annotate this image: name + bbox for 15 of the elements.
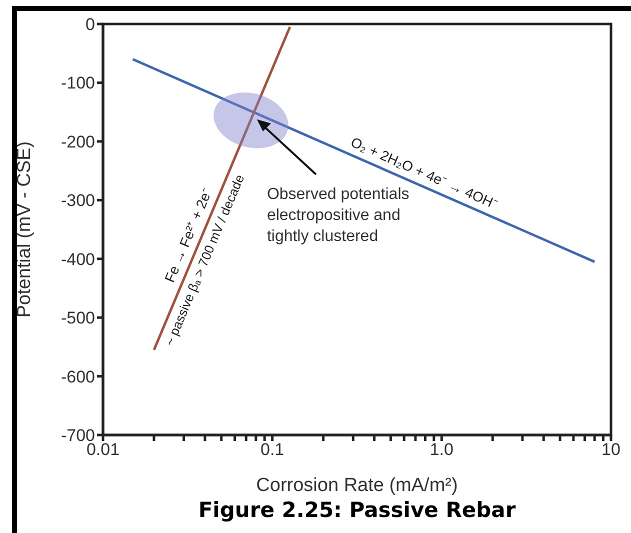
y-axis-title: Potential (mV - CSE) — [14, 141, 35, 318]
x-tick-label: 10 — [602, 440, 620, 460]
y-tick-label: -400 — [60, 250, 95, 269]
y-tick-label: -600 — [60, 367, 95, 386]
y-tick-label: -500 — [60, 308, 95, 328]
y-tick-label: -300 — [60, 191, 95, 210]
text: Figure 2.25: Passive Rebar — [198, 498, 516, 522]
x-tick-label: 1.0 — [430, 440, 454, 460]
x-tick-label: 0.01 — [86, 440, 120, 460]
annotation: Observed potentials electropositive and tightly clustered — [266, 185, 410, 248]
x-axis-title: Corrosion Rate (mA/m²) — [256, 475, 458, 496]
x-tick-label: 0.1 — [260, 440, 284, 460]
y-tick-label: -100 — [60, 74, 95, 93]
y-tick-label: -200 — [60, 132, 95, 152]
y-tick-label: 0 — [86, 15, 95, 34]
